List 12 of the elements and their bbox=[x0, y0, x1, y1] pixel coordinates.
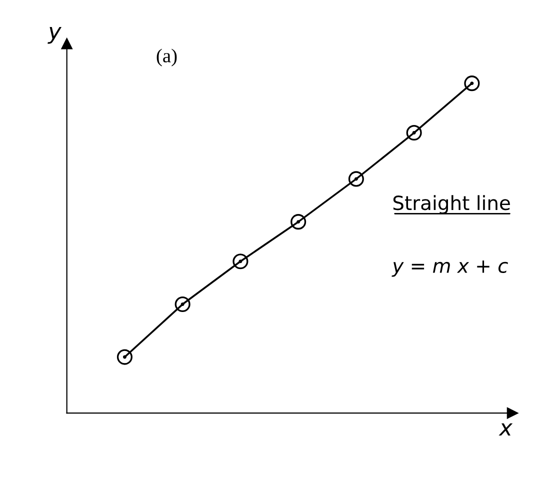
y-axis-title: y bbox=[48, 26, 62, 44]
annotation: Straight line bbox=[393, 195, 510, 214]
point bbox=[232, 254, 248, 270]
point bbox=[464, 76, 480, 92]
point bbox=[406, 125, 422, 141]
x-axis-title: x bbox=[498, 423, 513, 436]
point bbox=[290, 214, 306, 230]
point bbox=[116, 349, 132, 365]
point bbox=[174, 296, 190, 312]
point bbox=[348, 171, 364, 187]
annotation: y = m x + c bbox=[392, 260, 508, 277]
text: (a) bbox=[156, 48, 177, 66]
